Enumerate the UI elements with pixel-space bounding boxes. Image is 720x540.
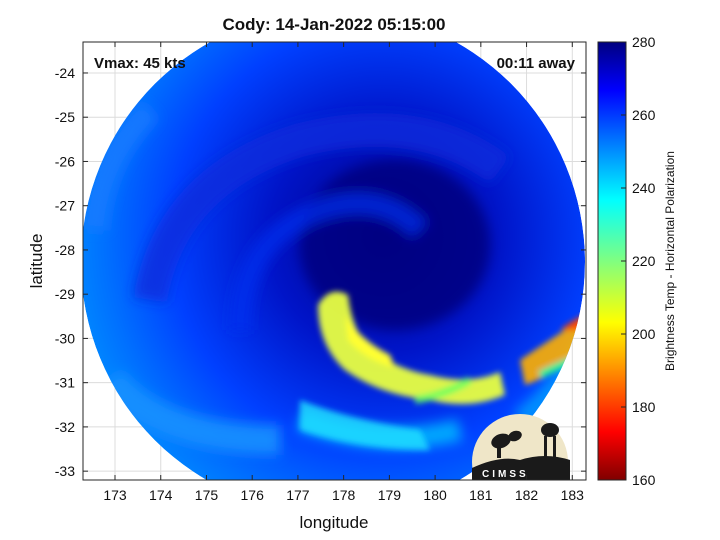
y-tick-label: -28 (55, 242, 75, 258)
vmax-annotation: Vmax: 45 kts (94, 55, 186, 72)
y-tick-label: -30 (55, 330, 75, 346)
brightness-temp-swath (83, 42, 585, 480)
x-tick-label: 180 (423, 487, 447, 503)
satellite-dish-icon (491, 430, 522, 458)
colorbar-tick-label: 180 (632, 399, 656, 415)
y-tick-label: -27 (55, 198, 75, 214)
colorbar-tick-label: 260 (632, 107, 656, 123)
y-tick-label: -25 (55, 109, 75, 125)
y-axis: -24 -25 -26 -27 -28 -29 -30 -31 -32 -33 (55, 65, 586, 479)
colorbar-tick-label: 200 (632, 326, 656, 342)
y-axis-label: latitude (27, 234, 46, 289)
x-axis-label: longitude (299, 513, 368, 532)
y-tick-label: -26 (55, 153, 75, 169)
y-tick-label: -31 (55, 375, 75, 391)
x-tick-label: 174 (149, 487, 173, 503)
x-tick-label: 179 (378, 487, 402, 503)
colorbar-tick-label: 280 (632, 34, 656, 50)
colorbar-ticks: 160 180 200 220 240 260 280 (621, 34, 656, 488)
colorbar-tick-label: 240 (632, 180, 656, 196)
y-tick-label: -24 (55, 65, 75, 81)
x-tick-label: 178 (332, 487, 356, 503)
warm-band (318, 291, 505, 404)
time-offset-annotation: 00:11 away (497, 55, 576, 72)
logo-text: CIMSS (482, 469, 529, 480)
x-axis: 173 174 175 176 177 178 179 180 181 182 183 (103, 42, 584, 503)
water-tower-icon (541, 423, 559, 460)
colorbar-tick-label: 220 (632, 253, 656, 269)
colorbar: 160 180 200 220 240 260 280 Brightness Temp - … (597, 34, 677, 488)
x-tick-label: 183 (561, 487, 585, 503)
colorbar-label: Brightness Temp - Horizontal Polarizatio… (663, 151, 677, 371)
x-tick-label: 182 (515, 487, 539, 503)
axes-frame (82, 41, 587, 481)
x-tick-label: 175 (195, 487, 219, 503)
y-tick-label: -29 (55, 286, 75, 302)
x-tick-label: 181 (469, 487, 493, 503)
colorbar-tick-label: 160 (632, 472, 656, 488)
chart-title: Cody: 14-Jan-2022 05:15:00 (222, 15, 445, 34)
cimss-logo: CIMSS (472, 414, 570, 480)
y-tick-label: -32 (55, 419, 75, 435)
x-tick-label: 177 (286, 487, 310, 503)
x-tick-label: 173 (103, 487, 127, 503)
y-tick-label: -33 (55, 463, 75, 479)
x-tick-label: 176 (241, 487, 265, 503)
